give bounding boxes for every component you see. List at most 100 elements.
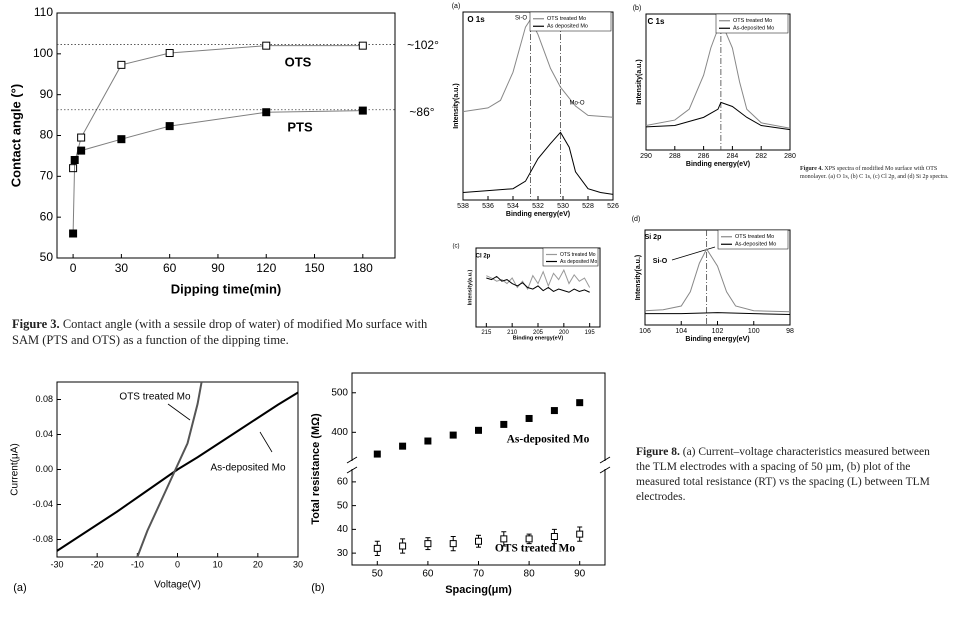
x-tick-label: 288 bbox=[669, 153, 681, 160]
x-tick-label: 210 bbox=[507, 330, 518, 336]
axis-break bbox=[349, 461, 355, 469]
annotation: Cl 2p bbox=[476, 254, 491, 260]
x-axis-label: Dipping time(min) bbox=[171, 281, 282, 296]
plot-frame bbox=[56, 12, 396, 259]
x-tick-label: 526 bbox=[607, 203, 619, 210]
y-tick-label: 400 bbox=[331, 427, 348, 438]
y-axis-label: Current(μA) bbox=[10, 443, 21, 495]
annotation: (b) bbox=[311, 582, 324, 594]
y-tick-label: 70 bbox=[40, 169, 54, 183]
x-tick-label: 80 bbox=[524, 569, 536, 580]
marker bbox=[500, 420, 508, 428]
x-tick-label: 282 bbox=[755, 153, 767, 160]
x-tick-label: 70 bbox=[473, 569, 485, 580]
legend-label: OTS treated Mo bbox=[547, 16, 586, 22]
arrow bbox=[167, 403, 191, 421]
x-tick-label: 102 bbox=[712, 328, 724, 335]
legend-label: OTS treated Mo bbox=[735, 234, 774, 240]
y-tick-label: 50 bbox=[40, 250, 54, 264]
marker bbox=[69, 164, 78, 173]
annotation: Mo-O bbox=[570, 101, 585, 107]
marker bbox=[117, 135, 126, 144]
y-tick-label: -0.08 bbox=[32, 534, 53, 544]
marker bbox=[399, 542, 407, 550]
x-tick-label: 60 bbox=[163, 261, 177, 275]
y-tick-label: 60 bbox=[337, 477, 349, 488]
x-tick-label: -30 bbox=[50, 559, 63, 569]
annotation: Si-O bbox=[515, 16, 527, 22]
y-tick-label: 500 bbox=[331, 387, 348, 398]
x-tick-label: 284 bbox=[727, 153, 739, 160]
y-tick-label: 0.04 bbox=[35, 429, 53, 439]
y-axis-label: Intensity(a.u.) bbox=[636, 59, 643, 105]
marker bbox=[77, 133, 86, 142]
annotation: OTS treated Mo bbox=[119, 392, 191, 403]
marker bbox=[475, 537, 482, 545]
x-tick-label: 30 bbox=[115, 261, 129, 275]
x-tick-label: 536 bbox=[482, 203, 494, 210]
series-line bbox=[644, 247, 791, 313]
axis-break bbox=[346, 466, 358, 474]
x-tick-label: 534 bbox=[507, 203, 519, 210]
caption-label: Figure 8. bbox=[636, 446, 680, 458]
annotation: (a) bbox=[13, 582, 26, 594]
x-tick-label: 10 bbox=[213, 559, 223, 569]
x-tick-label: 215 bbox=[481, 330, 492, 336]
x-tick-label: 30 bbox=[293, 559, 303, 569]
x-axis-label: Binding energy(eV) bbox=[506, 211, 570, 218]
marker bbox=[165, 122, 174, 131]
x-tick-label: 530 bbox=[557, 203, 569, 210]
x-tick-label: 180 bbox=[353, 261, 373, 275]
y-tick-label: 0.08 bbox=[35, 394, 53, 404]
legend-box bbox=[717, 229, 789, 250]
marker bbox=[69, 229, 78, 238]
marker bbox=[449, 431, 457, 439]
legend-box bbox=[715, 13, 789, 34]
y-tick-label: 40 bbox=[337, 524, 349, 535]
x-tick-label: 200 bbox=[559, 330, 570, 336]
x-tick-label: 20 bbox=[253, 559, 263, 569]
legend-label: OTS treated Mo bbox=[733, 18, 772, 24]
axis-break bbox=[599, 456, 611, 464]
x-axis-label: Binding energy(eV) bbox=[685, 336, 749, 343]
marker bbox=[165, 49, 174, 58]
annotation: Si-O bbox=[653, 258, 668, 265]
annotation: OTS treated Mo bbox=[495, 543, 576, 555]
x-axis-label: Spacing(μm) bbox=[445, 584, 512, 596]
marker bbox=[525, 414, 533, 422]
y-axis-label: Intensity(a.u.) bbox=[635, 255, 642, 301]
x-axis-label: Binding energy(eV) bbox=[513, 335, 564, 341]
y-tick-label: 110 bbox=[34, 5, 53, 19]
y-tick-label: -0.04 bbox=[32, 499, 53, 509]
y-tick-label: 100 bbox=[33, 46, 53, 60]
series-line bbox=[56, 391, 299, 552]
marker bbox=[373, 544, 381, 552]
marker bbox=[262, 41, 271, 50]
x-tick-label: 50 bbox=[372, 569, 384, 580]
marker bbox=[550, 407, 558, 415]
x-tick-label: 0 bbox=[175, 559, 180, 569]
y-tick-label: 0.00 bbox=[35, 464, 53, 474]
marker bbox=[449, 540, 457, 548]
x-tick-label: 205 bbox=[533, 330, 544, 336]
series-line bbox=[462, 18, 614, 118]
axis-break bbox=[599, 466, 611, 474]
legend-label: As-deposited Mo bbox=[733, 26, 774, 32]
x-tick-label: 120 bbox=[256, 261, 276, 275]
x-tick-label: 150 bbox=[305, 261, 325, 275]
x-tick-label: 290 bbox=[640, 153, 652, 160]
marker bbox=[500, 535, 508, 543]
x-tick-label: 532 bbox=[532, 203, 544, 210]
y-tick-label: 90 bbox=[40, 87, 54, 101]
x-tick-label: 106 bbox=[639, 328, 651, 335]
x-tick-label: 90 bbox=[574, 569, 586, 580]
legend-box bbox=[529, 11, 612, 32]
plot-frame bbox=[462, 11, 614, 201]
y-tick-label: 50 bbox=[337, 500, 349, 511]
series-line bbox=[645, 312, 791, 316]
marker bbox=[525, 535, 533, 543]
plot-frame bbox=[645, 13, 791, 151]
x-tick-label: 538 bbox=[457, 203, 469, 210]
annotation: ~102° bbox=[407, 38, 439, 52]
